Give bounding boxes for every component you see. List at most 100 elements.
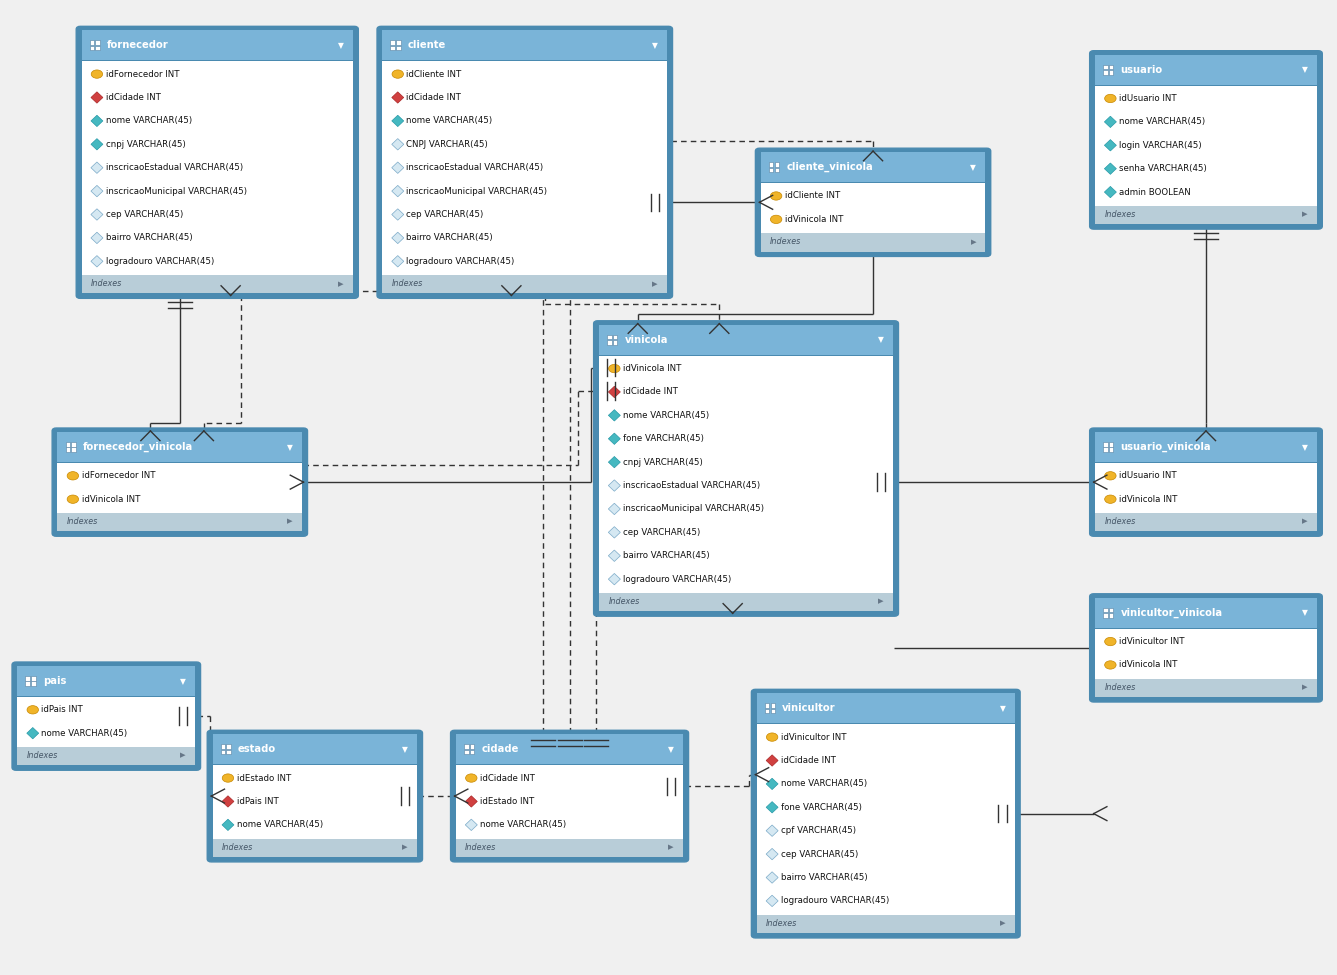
Text: idVinicola INT: idVinicola INT	[1119, 494, 1178, 504]
Bar	[213, 838, 417, 857]
Text: bairro VARCHAR(45): bairro VARCHAR(45)	[781, 873, 868, 882]
Polygon shape	[608, 410, 620, 421]
Text: logradouro VARCHAR(45): logradouro VARCHAR(45)	[781, 896, 889, 906]
Circle shape	[67, 472, 79, 480]
Polygon shape	[392, 232, 404, 244]
Circle shape	[465, 774, 477, 782]
Text: Indexes: Indexes	[1104, 210, 1135, 219]
Polygon shape	[27, 727, 39, 739]
Bar	[90, 46, 94, 51]
Polygon shape	[392, 209, 404, 220]
Bar	[599, 593, 893, 611]
Text: ▶: ▶	[287, 519, 293, 525]
Text: ▶: ▶	[668, 844, 674, 850]
Bar	[1103, 613, 1107, 618]
Circle shape	[1104, 95, 1116, 102]
Bar	[774, 162, 779, 167]
Text: fornecedor: fornecedor	[107, 40, 168, 51]
FancyBboxPatch shape	[76, 26, 358, 298]
Text: ▶: ▶	[1000, 920, 1005, 926]
Text: ▶: ▶	[402, 844, 408, 850]
Text: inscricaoEstadual VARCHAR(45): inscricaoEstadual VARCHAR(45)	[106, 163, 243, 173]
Polygon shape	[91, 232, 103, 244]
Bar	[774, 168, 779, 173]
Text: inscricaoMunicipal VARCHAR(45): inscricaoMunicipal VARCHAR(45)	[623, 504, 763, 514]
Text: Indexes: Indexes	[67, 517, 98, 526]
Text: nome VARCHAR(45): nome VARCHAR(45)	[406, 116, 492, 126]
Text: bairro VARCHAR(45): bairro VARCHAR(45)	[106, 233, 193, 243]
Bar	[757, 915, 1015, 933]
Text: nome VARCHAR(45): nome VARCHAR(45)	[480, 820, 566, 830]
Bar	[469, 750, 475, 755]
FancyBboxPatch shape	[1090, 51, 1322, 229]
Text: nome VARCHAR(45): nome VARCHAR(45)	[1119, 117, 1205, 127]
Bar	[761, 152, 985, 182]
Bar	[1103, 448, 1107, 452]
Bar	[57, 463, 302, 513]
Polygon shape	[392, 92, 404, 103]
Text: bairro VARCHAR(45): bairro VARCHAR(45)	[623, 551, 710, 561]
Text: idCidade INT: idCidade INT	[623, 387, 678, 397]
Text: idEstado INT: idEstado INT	[480, 797, 535, 806]
Text: ▶: ▶	[652, 281, 658, 287]
Polygon shape	[91, 115, 103, 127]
Bar	[66, 448, 71, 452]
Text: cep VARCHAR(45): cep VARCHAR(45)	[106, 210, 183, 219]
Circle shape	[91, 70, 103, 78]
Text: ▶: ▶	[1302, 519, 1308, 525]
Circle shape	[27, 706, 39, 714]
Text: idCliente INT: idCliente INT	[406, 69, 461, 79]
Bar	[95, 40, 100, 45]
Bar	[17, 747, 195, 765]
Bar	[464, 744, 469, 749]
Text: idVinicultor INT: idVinicultor INT	[781, 732, 846, 742]
Bar	[607, 340, 612, 345]
Circle shape	[608, 365, 620, 372]
Text: ▼: ▼	[971, 163, 976, 172]
Text: ▶: ▶	[1302, 684, 1308, 690]
Bar	[469, 744, 475, 749]
Text: Indexes: Indexes	[222, 842, 253, 852]
Text: nome VARCHAR(45): nome VARCHAR(45)	[237, 820, 322, 830]
Text: vinicultor_vinicola: vinicultor_vinicola	[1120, 607, 1222, 618]
Polygon shape	[608, 456, 620, 468]
FancyBboxPatch shape	[52, 428, 308, 536]
Bar	[17, 666, 195, 696]
Bar	[31, 676, 36, 681]
Polygon shape	[392, 185, 404, 197]
Bar	[1095, 432, 1317, 462]
Bar	[612, 340, 618, 345]
Bar	[221, 750, 225, 755]
Text: fone VARCHAR(45): fone VARCHAR(45)	[623, 434, 703, 444]
Polygon shape	[1104, 163, 1116, 175]
Text: inscricaoEstadual VARCHAR(45): inscricaoEstadual VARCHAR(45)	[406, 163, 544, 173]
Text: idUsuario INT: idUsuario INT	[1119, 94, 1177, 103]
Bar	[71, 448, 76, 452]
Bar	[17, 697, 195, 747]
Bar	[1095, 55, 1317, 85]
Bar	[770, 709, 775, 714]
Bar	[213, 734, 417, 764]
Circle shape	[766, 733, 778, 741]
Bar	[464, 750, 469, 755]
Text: ▶: ▶	[971, 239, 976, 245]
Text: senha VARCHAR(45): senha VARCHAR(45)	[1119, 164, 1207, 174]
Polygon shape	[1104, 186, 1116, 198]
Polygon shape	[392, 115, 404, 127]
Text: idVinicola INT: idVinicola INT	[82, 494, 140, 504]
Text: nome VARCHAR(45): nome VARCHAR(45)	[623, 410, 709, 420]
Text: estado: estado	[238, 744, 277, 755]
Text: idFornecedor INT: idFornecedor INT	[82, 471, 155, 481]
Polygon shape	[1104, 139, 1116, 151]
Polygon shape	[91, 185, 103, 197]
Bar	[213, 765, 417, 838]
Text: ▼: ▼	[287, 443, 293, 451]
Bar	[390, 46, 396, 51]
Text: inscricaoEstadual VARCHAR(45): inscricaoEstadual VARCHAR(45)	[623, 481, 761, 490]
Polygon shape	[766, 895, 778, 907]
Bar	[1108, 70, 1114, 75]
Circle shape	[392, 70, 404, 78]
Bar	[456, 765, 683, 838]
Text: bairro VARCHAR(45): bairro VARCHAR(45)	[406, 233, 493, 243]
Circle shape	[1104, 638, 1116, 645]
